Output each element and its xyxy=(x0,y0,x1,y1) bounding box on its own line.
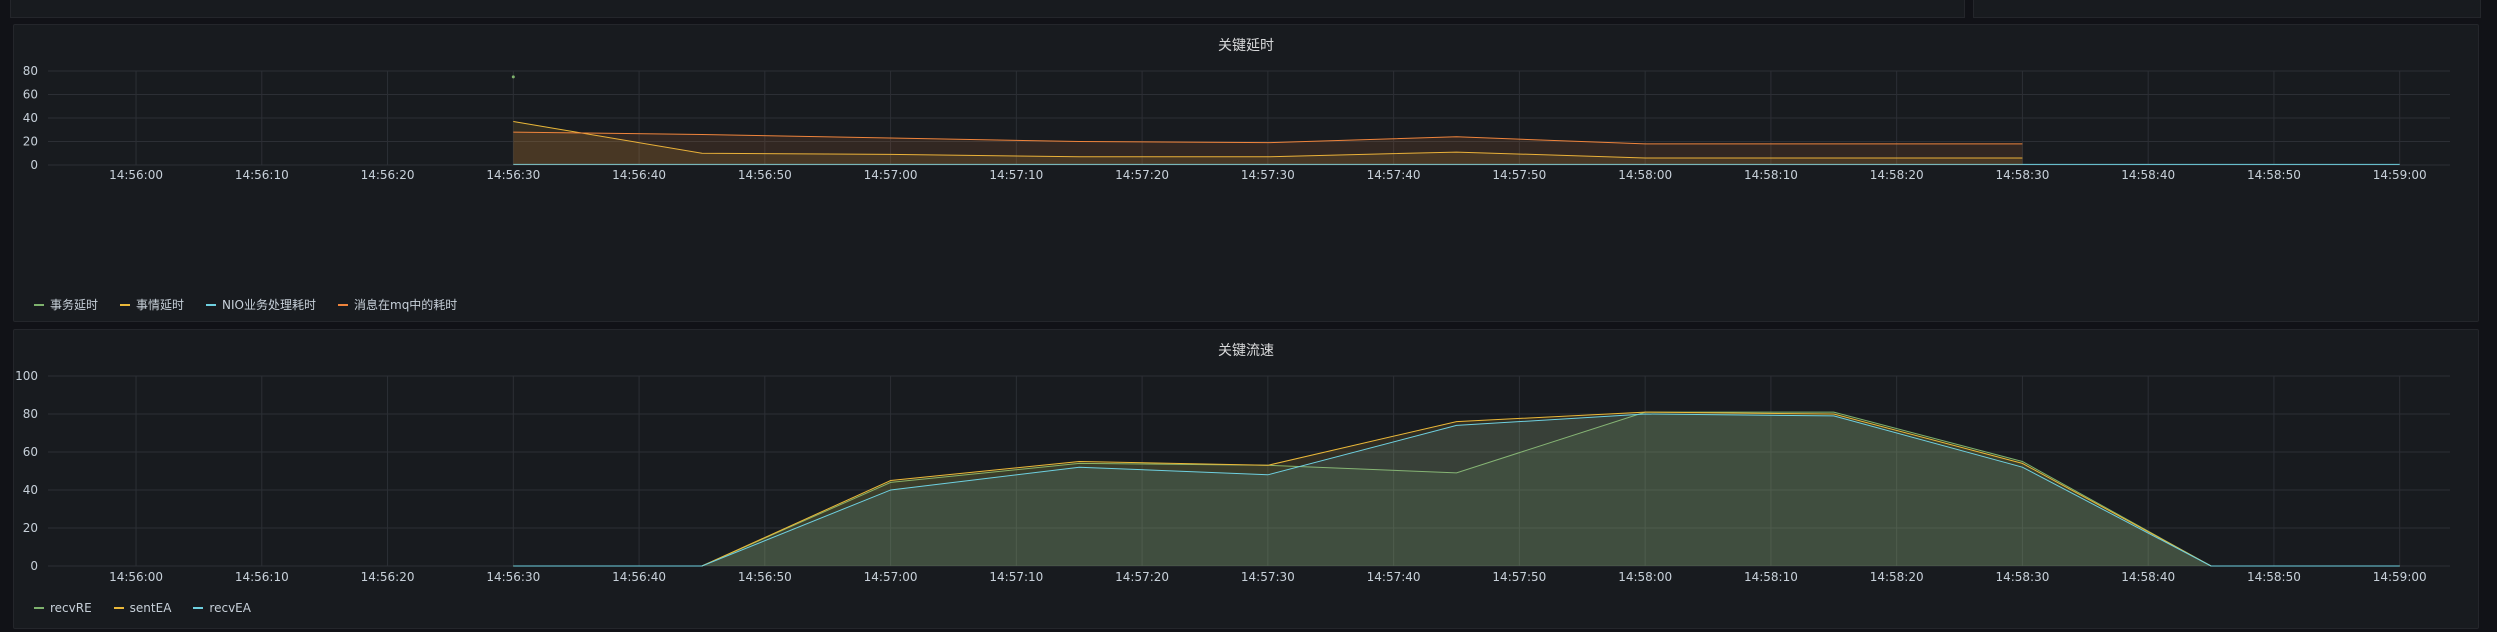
x-tick-label: 14:58:00 xyxy=(1618,570,1672,584)
x-tick-label: 14:57:20 xyxy=(1115,570,1169,584)
y-tick-label: 60 xyxy=(23,445,38,459)
legend-label: 消息在mq中的耗时 xyxy=(354,298,458,312)
throughput-legend: recvRE sentEA recvEA xyxy=(34,601,251,615)
y-tick-label: 60 xyxy=(23,88,38,102)
series-line-2 xyxy=(513,413,2400,567)
x-tick-label: 14:57:50 xyxy=(1492,168,1546,182)
x-tick-label: 14:57:30 xyxy=(1241,168,1295,182)
upper-panel-edge-right xyxy=(1973,0,2481,18)
x-tick-label: 14:57:40 xyxy=(1367,168,1421,182)
legend-swatch xyxy=(34,303,44,306)
legend-label: recvRE xyxy=(50,601,92,615)
x-tick-label: 14:56:30 xyxy=(486,570,540,584)
x-tick-label: 14:56:00 xyxy=(109,168,163,182)
legend-label: 事情延时 xyxy=(136,298,185,312)
series-area-1 xyxy=(513,412,2400,566)
x-tick-label: 14:58:40 xyxy=(2121,570,2175,584)
legend-swatch xyxy=(338,303,348,306)
x-tick-label: 14:56:30 xyxy=(486,168,540,182)
x-tick-label: 14:57:00 xyxy=(864,570,918,584)
x-tick-label: 14:56:20 xyxy=(361,168,415,182)
legend-swatch xyxy=(193,607,204,609)
x-tick-label: 14:58:10 xyxy=(1744,168,1798,182)
legend-label: sentEA xyxy=(129,601,172,615)
y-tick-label: 0 xyxy=(30,559,38,573)
x-tick-label: 14:57:40 xyxy=(1367,570,1421,584)
y-tick-label: 20 xyxy=(23,521,38,535)
x-tick-label: 14:56:40 xyxy=(612,168,666,182)
throughput-chart: 0 20 40 60 80 100 14:56:00 14:56:10 14:56:20 14:5… xyxy=(15,369,2450,584)
x-tick-label: 14:58:00 xyxy=(1618,168,1672,182)
panel-title: 关键流速 xyxy=(1218,343,1274,359)
legend-label: 事务延时 xyxy=(50,298,99,312)
series-area-3 xyxy=(513,132,2023,165)
x-tick-label: 14:57:10 xyxy=(989,570,1043,584)
latency-legend: 事务延时 事情延时 NIO业务处理耗时 消息在mq中的耗时 xyxy=(34,296,457,313)
x-tick-label: 14:56:50 xyxy=(738,168,792,182)
series-point-0 xyxy=(511,75,515,79)
x-tick-label: 14:58:10 xyxy=(1744,570,1798,584)
x-tick-label: 14:58:20 xyxy=(1870,570,1924,584)
series-area-0 xyxy=(513,412,2400,566)
legend-swatch xyxy=(113,607,124,609)
x-tick-label: 14:56:20 xyxy=(361,570,415,584)
latency-panel: 关键延时 0 20 40 60 80 14:56:00 14:56:10 14:56:20 14… xyxy=(13,24,2479,322)
legend-swatch xyxy=(34,607,44,609)
legend-item[interactable]: recvRE xyxy=(34,601,92,615)
x-tick-label: 14:58:50 xyxy=(2247,168,2301,182)
legend-item[interactable]: 消息在mq中的耗时 xyxy=(338,296,457,313)
throughput-panel: 关键流速 0 20 40 60 80 100 14:56:00 14:56:10 14:56:2… xyxy=(13,329,2479,629)
x-tick-label: 14:57:30 xyxy=(1241,570,1295,584)
y-tick-label: 40 xyxy=(23,483,38,497)
y-tick-label: 20 xyxy=(23,135,38,149)
x-tick-label: 14:58:40 xyxy=(2121,168,2175,182)
legend-item[interactable]: 事务延时 xyxy=(34,296,98,313)
x-tick-label: 14:57:20 xyxy=(1115,168,1169,182)
series-area-1 xyxy=(513,121,2023,165)
x-tick-label: 14:57:50 xyxy=(1492,570,1546,584)
panel-title: 关键延时 xyxy=(1218,38,1274,54)
x-tick-label: 14:56:50 xyxy=(738,570,792,584)
legend-item[interactable]: NIO业务处理耗时 xyxy=(206,296,316,313)
x-tick-label: 14:58:20 xyxy=(1870,168,1924,182)
y-tick-label: 40 xyxy=(23,111,38,125)
legend-item[interactable]: recvEA xyxy=(193,601,251,615)
legend-swatch xyxy=(206,303,217,306)
series-line-0 xyxy=(513,411,2400,567)
x-tick-label: 14:56:10 xyxy=(235,168,289,182)
series-area-2 xyxy=(513,414,2400,566)
x-tick-label: 14:56:00 xyxy=(109,570,163,584)
x-tick-label: 14:56:40 xyxy=(612,570,666,584)
x-tick-label: 14:59:00 xyxy=(2373,570,2427,584)
x-tick-label: 14:58:30 xyxy=(1995,168,2049,182)
legend-item[interactable]: 事情延时 xyxy=(120,296,184,313)
x-tick-label: 14:58:30 xyxy=(1995,570,2049,584)
legend-label: recvEA xyxy=(209,601,251,615)
latency-chart: 0 20 40 60 80 14:56:00 14:56:10 14:56:20 14:56:3… xyxy=(23,64,2450,182)
y-tick-label: 80 xyxy=(23,64,38,78)
x-tick-label: 14:57:10 xyxy=(989,168,1043,182)
x-tick-label: 14:59:00 xyxy=(2373,168,2427,182)
x-tick-label: 14:56:10 xyxy=(235,570,289,584)
series-line-3 xyxy=(513,131,2023,145)
upper-panel-edge-left xyxy=(10,0,1965,18)
series-line-1 xyxy=(513,411,2400,567)
legend-label: NIO业务处理耗时 xyxy=(222,298,316,312)
y-tick-label: 80 xyxy=(23,407,38,421)
legend-swatch xyxy=(120,303,131,306)
series-line-1 xyxy=(513,121,2023,159)
x-tick-label: 14:58:50 xyxy=(2247,570,2301,584)
y-tick-label: 100 xyxy=(15,369,38,383)
legend-item[interactable]: sentEA xyxy=(113,601,172,615)
y-tick-label: 0 xyxy=(30,158,38,172)
x-tick-label: 14:57:00 xyxy=(864,168,918,182)
